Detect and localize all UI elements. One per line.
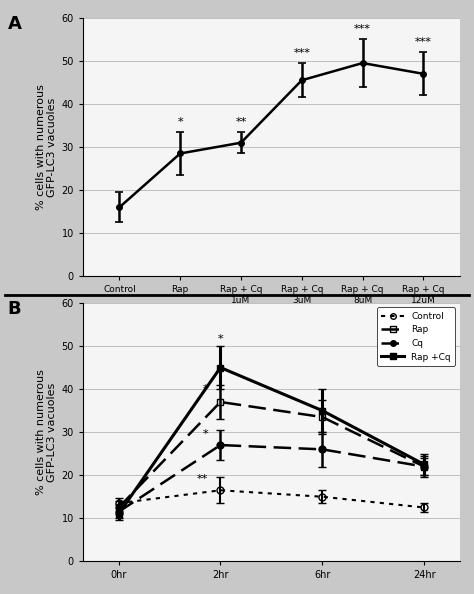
Text: *: * (202, 383, 208, 393)
Text: ***: *** (293, 48, 310, 58)
Y-axis label: % cells with numerous
GFP-LC3 vacuoles: % cells with numerous GFP-LC3 vacuoles (36, 369, 57, 495)
Text: **: ** (197, 474, 208, 484)
Text: ***: *** (415, 37, 432, 47)
Text: **: ** (236, 117, 246, 127)
Text: A: A (8, 15, 21, 33)
Text: ***: *** (354, 24, 371, 34)
Text: B: B (8, 301, 21, 318)
Text: *: * (202, 429, 208, 438)
Text: *: * (177, 117, 183, 127)
Y-axis label: % cells with numerous
GFP-LC3 vacuoles: % cells with numerous GFP-LC3 vacuoles (36, 84, 57, 210)
Legend: Control, Rap, Cq, Rap +Cq: Control, Rap, Cq, Rap +Cq (377, 308, 455, 366)
Text: *: * (218, 334, 223, 344)
